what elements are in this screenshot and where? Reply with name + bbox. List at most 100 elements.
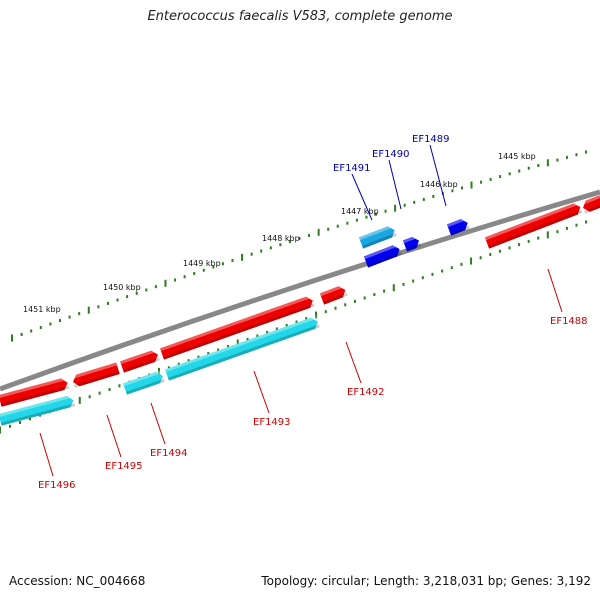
gene-arrow [358, 224, 397, 249]
minor-tick [18, 421, 21, 425]
minor-tick [174, 278, 177, 282]
minor-tick [527, 239, 530, 243]
minor-tick [498, 249, 501, 253]
gene-label: EF1495 [105, 461, 143, 472]
minor-tick [68, 315, 71, 319]
gene-label: EF1496 [38, 480, 76, 491]
gene-arrow [484, 201, 583, 249]
minor-tick [58, 319, 61, 323]
gene-leader-lines [39, 144, 563, 477]
minor-tick [260, 249, 263, 253]
minor-tick [363, 296, 366, 300]
scale-label: 1447 kbp [341, 207, 379, 216]
gene-label: EF1490 [372, 149, 410, 160]
minor-tick [422, 197, 425, 201]
major-tick [164, 279, 167, 287]
major-tick [236, 339, 239, 347]
minor-tick [118, 384, 121, 388]
genome-summary: Topology: circular; Length: 3,218,031 bp… [261, 574, 591, 588]
minor-tick [154, 285, 157, 289]
minor-tick [336, 224, 339, 228]
minor-tick [441, 269, 444, 273]
minor-tick [202, 268, 205, 272]
gene-arrow [71, 362, 120, 388]
minor-tick [250, 252, 253, 256]
minor-tick [28, 417, 31, 421]
minor-tick [197, 355, 200, 359]
minor-tick [527, 166, 530, 170]
minor-tick [116, 298, 119, 302]
leader-line [39, 432, 54, 477]
minor-tick [246, 337, 249, 341]
minor-tick [450, 266, 453, 270]
gene-arrow [120, 348, 160, 373]
minor-tick [88, 395, 91, 399]
leader-line [106, 414, 122, 458]
gene-label: EF1493 [253, 417, 291, 428]
scale-labels: 1445 kbp 1446 kbp 1447 kbp 1448 kbp 1449 kbp… [23, 152, 536, 314]
gene-arrow [402, 235, 422, 252]
minor-tick [412, 279, 415, 283]
leader-line [388, 159, 402, 210]
major-tick [87, 306, 90, 314]
minor-tick [508, 172, 511, 176]
minor-tick [384, 209, 387, 213]
minor-tick [383, 289, 386, 293]
gene-arrow [446, 217, 470, 236]
minor-tick [324, 310, 327, 314]
minor-tick [20, 332, 23, 336]
minor-tick [266, 330, 269, 334]
leader-line [429, 144, 447, 207]
minor-tick [217, 348, 220, 352]
minor-tick [575, 153, 578, 157]
major-tick [317, 228, 320, 236]
minor-tick [334, 306, 337, 310]
major-tick [0, 426, 1, 434]
minor-tick [451, 189, 454, 193]
minor-tick [298, 237, 301, 240]
minor-tick [221, 262, 224, 266]
minor-tick [295, 320, 298, 324]
major-tick [241, 253, 244, 261]
minor-tick [167, 366, 170, 370]
minor-tick [108, 387, 111, 391]
major-tick [392, 284, 395, 292]
gene-label: EF1492 [347, 387, 385, 398]
scale-label: 1449 kbp [183, 259, 221, 268]
minor-tick [479, 256, 482, 260]
minor-tick [374, 212, 377, 216]
minor-tick [355, 218, 358, 222]
minor-tick [193, 271, 196, 275]
gene-label: EF1488 [550, 316, 588, 327]
major-tick [394, 204, 397, 212]
minor-tick [585, 220, 587, 224]
minor-tick [565, 155, 568, 159]
minor-tick [556, 230, 559, 234]
minor-tick [402, 282, 405, 286]
minor-tick [499, 175, 502, 179]
minor-tick [365, 215, 368, 219]
gene-arrow [0, 394, 75, 426]
major-tick [315, 311, 318, 319]
gene-arrow [164, 315, 320, 381]
minor-tick [489, 177, 492, 181]
minor-tick [460, 186, 463, 190]
minor-tick [489, 252, 492, 256]
accession-label: Accession: NC_004668 [9, 574, 146, 588]
scale-label: 1448 kbp [262, 234, 300, 243]
minor-tick [327, 227, 330, 231]
minor-tick [30, 329, 33, 333]
minor-tick [556, 158, 559, 162]
leader-line [253, 370, 270, 414]
minor-tick [97, 305, 100, 309]
leader-line [351, 173, 373, 221]
minor-tick [518, 243, 521, 247]
scale-label: 1445 kbp [498, 152, 536, 161]
minor-tick [537, 236, 540, 240]
major-tick [546, 231, 549, 239]
minor-tick [177, 362, 180, 366]
gene-features [0, 195, 600, 426]
minor-tick [275, 327, 278, 331]
